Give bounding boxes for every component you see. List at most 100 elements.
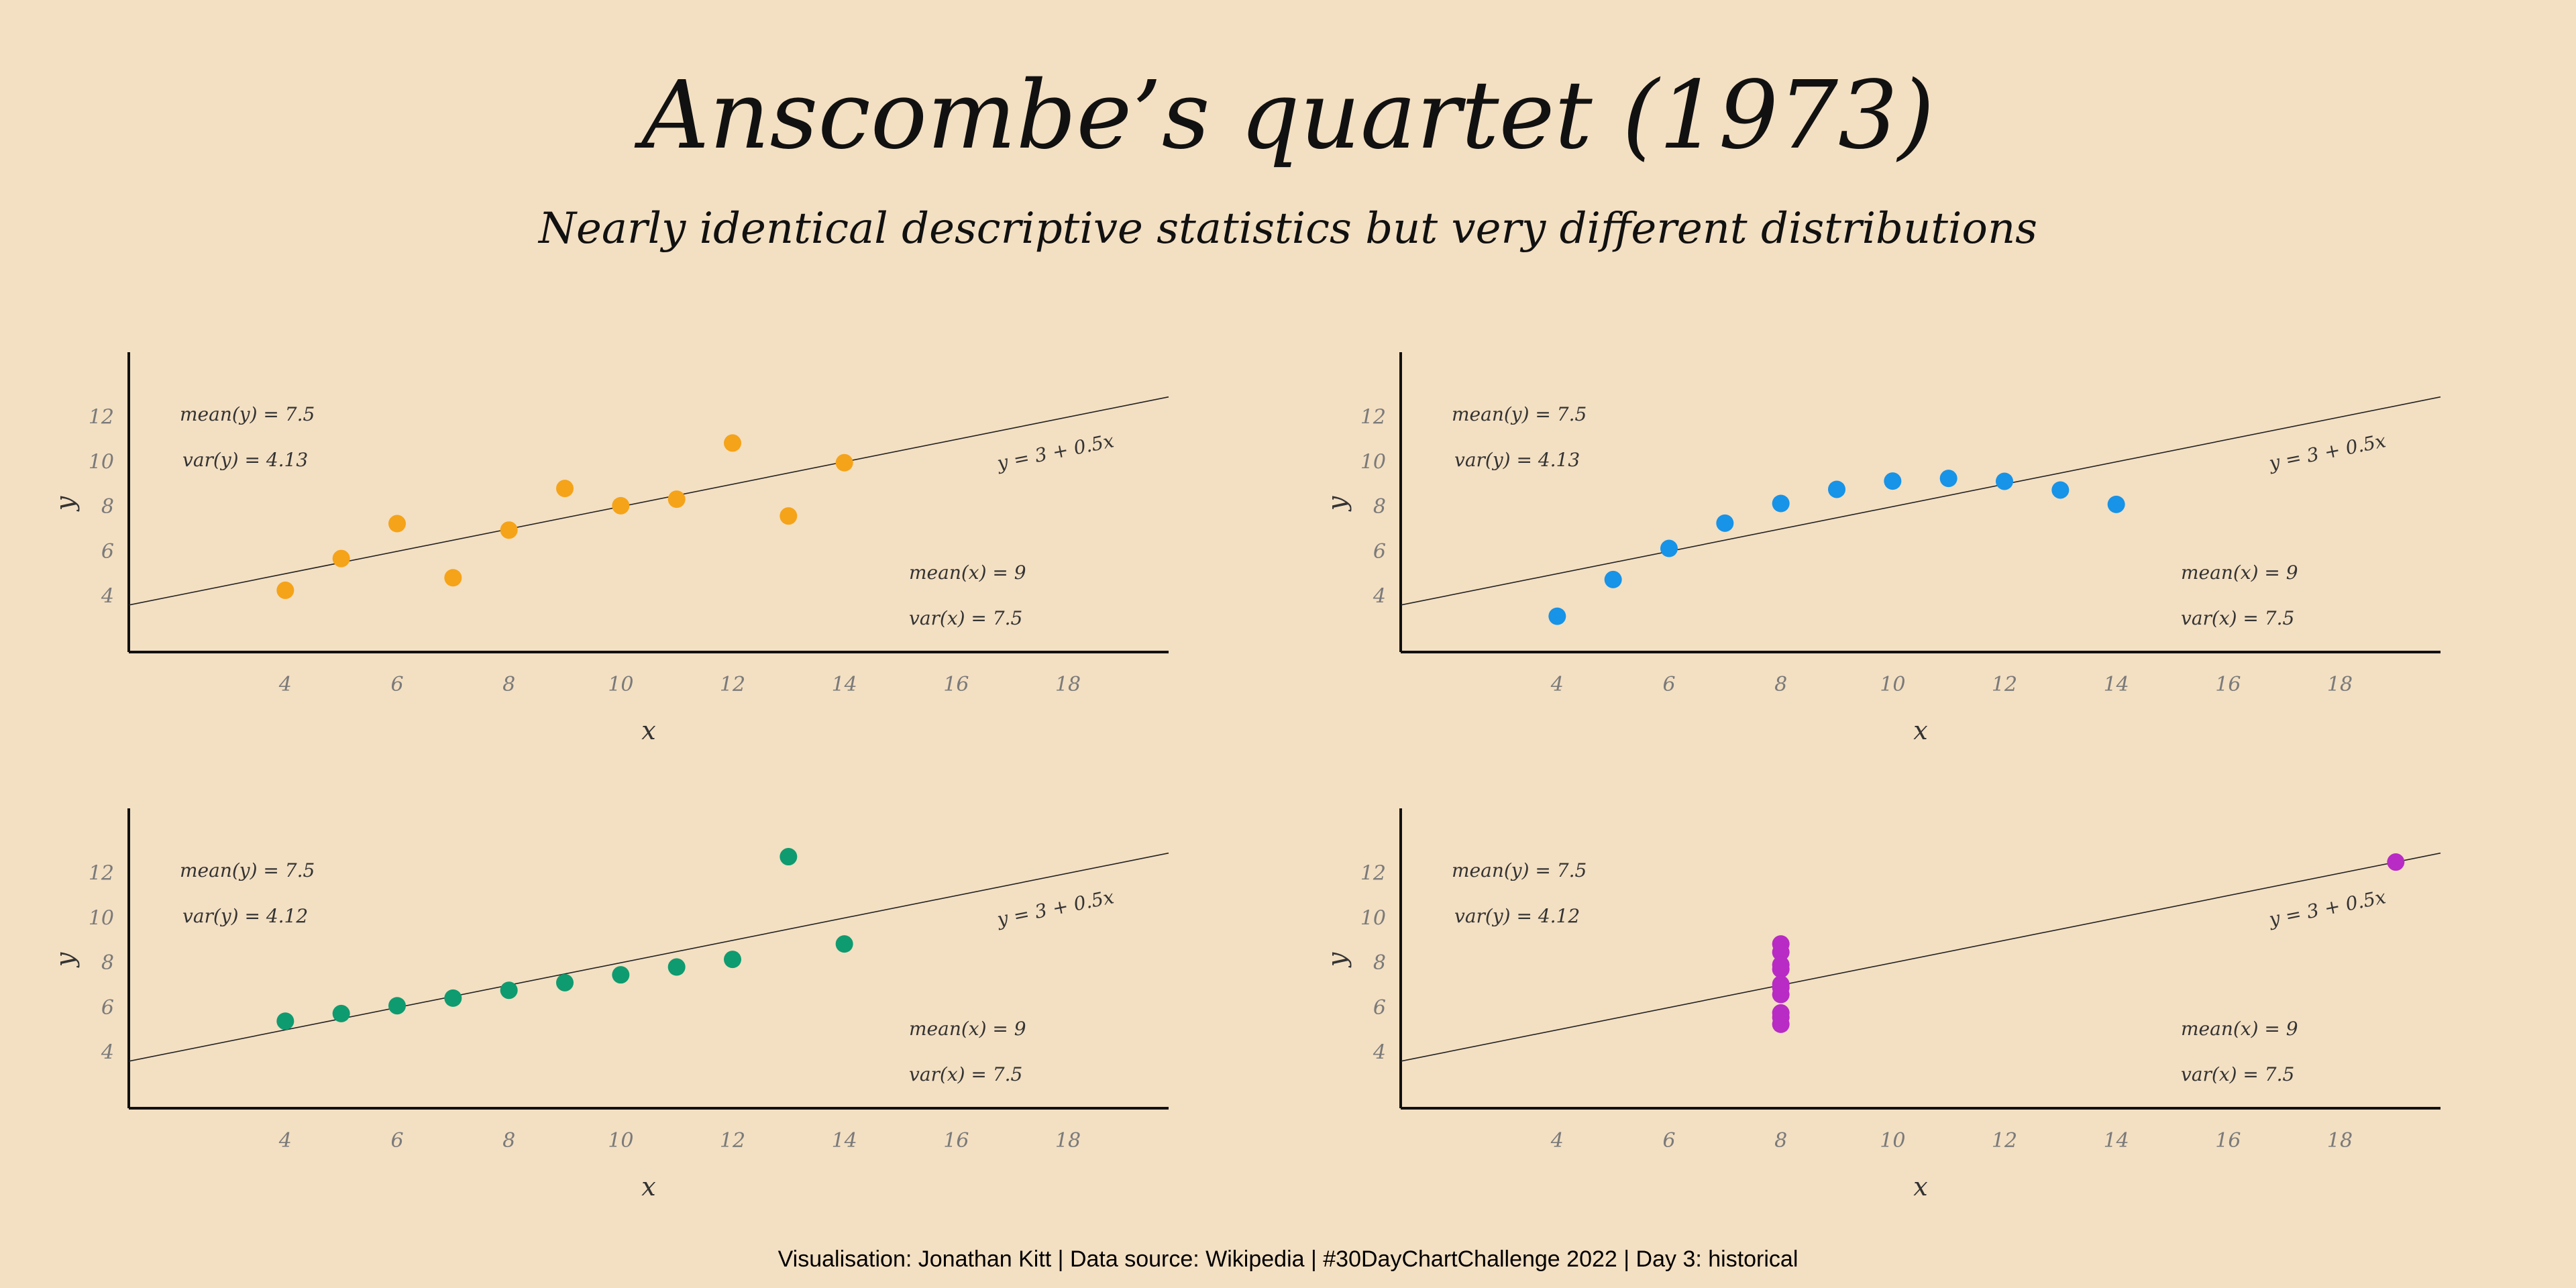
var-y-annotation: var(y) = 4.12 — [182, 905, 308, 927]
var-x-annotation: var(x) = 7.5 — [909, 1063, 1022, 1085]
y-axis-label: y — [1322, 952, 1352, 968]
data-point — [612, 966, 630, 984]
y-tick-label: 10 — [89, 906, 114, 930]
y-tick-label: 6 — [1373, 540, 1386, 564]
data-point — [1772, 1008, 1790, 1026]
x-tick-label: 18 — [1055, 673, 1081, 696]
regression-equation-label: y = 3 + 0.5x — [2266, 429, 2388, 474]
x-tick-label: 10 — [1880, 1129, 1905, 1152]
y-tick-label: 8 — [1373, 951, 1386, 975]
data-point — [1548, 607, 1566, 625]
data-point — [332, 549, 350, 568]
data-point — [1772, 494, 1790, 513]
regression-line — [1400, 852, 2441, 1062]
x-tick-label: 14 — [832, 673, 857, 696]
x-axis-label: x — [641, 1172, 655, 1201]
y-tick-label: 4 — [1373, 585, 1386, 608]
x-tick-label: 18 — [2327, 673, 2353, 696]
x-tick-label: 16 — [943, 1129, 969, 1152]
data-point — [1772, 943, 1790, 961]
data-point — [1939, 470, 1957, 488]
mean-x-annotation: mean(x) = 9 — [2181, 1018, 2298, 1040]
mean-y-annotation: mean(y) = 7.5 — [1452, 859, 1587, 881]
panel-4: y = 3 + 0.5x 4 6 8 10 12 14 16 18 4 6 8 10 12 x y mean(y… — [1322, 808, 2441, 1201]
data-point — [780, 507, 798, 525]
var-x-annotation: var(x) = 7.5 — [2181, 607, 2294, 629]
x-tick-label: 18 — [2327, 1129, 2353, 1152]
mean-x-annotation: mean(x) = 9 — [909, 1018, 1026, 1040]
data-point — [1996, 472, 2013, 490]
x-tick-label: 10 — [608, 1129, 633, 1152]
data-point — [500, 521, 518, 539]
panel-2: y = 3 + 0.5x 4 6 8 10 12 14 16 18 4 6 8 10 12 x y mean(y… — [1322, 352, 2441, 745]
y-tick-label: 8 — [101, 951, 114, 975]
y-tick-label: 6 — [101, 540, 114, 564]
data-point — [500, 981, 518, 1000]
var-y-annotation: var(y) = 4.13 — [1454, 449, 1580, 471]
x-tick-label: 12 — [1992, 673, 2017, 696]
panel-1: y = 3 + 0.5x 4 6 8 10 12 14 16 18 4 6 8 10 12 x y mean(y… — [50, 352, 1169, 745]
x-tick-label: 14 — [2104, 1129, 2129, 1152]
data-point — [556, 973, 574, 991]
y-axis-label: y — [50, 496, 80, 512]
y-tick-label: 10 — [89, 450, 114, 474]
chart-subtitle: Nearly identical descriptive statistics … — [537, 204, 2037, 254]
x-tick-label: 16 — [2215, 1129, 2241, 1152]
y-tick-label: 10 — [1360, 450, 1386, 474]
y-tick-label: 12 — [89, 406, 114, 429]
y-tick-label: 12 — [1360, 862, 1386, 885]
x-axis-label: x — [641, 716, 655, 745]
mean-y-annotation: mean(y) = 7.5 — [180, 859, 315, 881]
data-point — [1716, 514, 1734, 532]
y-tick-label: 10 — [1360, 906, 1386, 930]
regression-equation-label: y = 3 + 0.5x — [994, 885, 1116, 930]
data-point — [724, 951, 741, 969]
data-point — [2107, 495, 2125, 513]
x-tick-label: 12 — [720, 673, 745, 696]
x-tick-label: 14 — [832, 1129, 857, 1152]
panel-3: y = 3 + 0.5x 4 6 8 10 12 14 16 18 4 6 8 10 12 x y mean(y… — [50, 808, 1169, 1201]
x-tick-label: 10 — [608, 673, 633, 696]
data-point — [1660, 539, 1678, 557]
y-tick-label: 12 — [89, 862, 114, 885]
x-tick-label: 14 — [2104, 673, 2129, 696]
regression-line — [128, 396, 1169, 606]
y-tick-label: 12 — [1360, 406, 1386, 429]
data-point — [276, 581, 294, 599]
data-point — [835, 453, 853, 472]
x-tick-label: 16 — [2215, 673, 2241, 696]
x-tick-label: 6 — [390, 673, 403, 696]
data-point — [556, 480, 574, 498]
regression-line — [128, 852, 1169, 1062]
y-tick-label: 6 — [101, 996, 114, 1020]
x-tick-label: 12 — [720, 1129, 745, 1152]
x-axis-label: x — [1913, 1172, 1927, 1201]
x-tick-label: 6 — [1662, 1129, 1675, 1152]
mean-x-annotation: mean(x) = 9 — [909, 561, 1026, 584]
y-axis-label: y — [1322, 496, 1352, 512]
data-point — [444, 989, 462, 1007]
y-tick-label: 8 — [1373, 495, 1386, 519]
data-point — [1604, 570, 1622, 588]
x-tick-label: 12 — [1992, 1129, 2017, 1152]
data-point — [276, 1012, 294, 1030]
regression-equation-label: y = 3 + 0.5x — [2266, 885, 2388, 930]
data-point — [667, 490, 686, 508]
mean-y-annotation: mean(y) = 7.5 — [180, 403, 315, 425]
y-tick-label: 4 — [1373, 1041, 1386, 1065]
data-point — [612, 496, 630, 515]
chart-title: Anscombe’s quartet (1973) — [634, 61, 1934, 170]
x-tick-label: 16 — [943, 673, 969, 696]
x-tick-label: 6 — [390, 1129, 403, 1152]
data-point — [444, 569, 462, 587]
y-tick-label: 8 — [101, 495, 114, 519]
x-tick-label: 8 — [502, 673, 515, 696]
x-tick-label: 4 — [1550, 1129, 1564, 1152]
data-point — [2387, 853, 2405, 871]
regression-equation-label: y = 3 + 0.5x — [994, 429, 1116, 474]
x-tick-label: 8 — [1774, 1129, 1787, 1152]
x-tick-label: 18 — [1055, 1129, 1081, 1152]
data-point — [1772, 979, 1790, 997]
data-point — [2051, 481, 2070, 499]
